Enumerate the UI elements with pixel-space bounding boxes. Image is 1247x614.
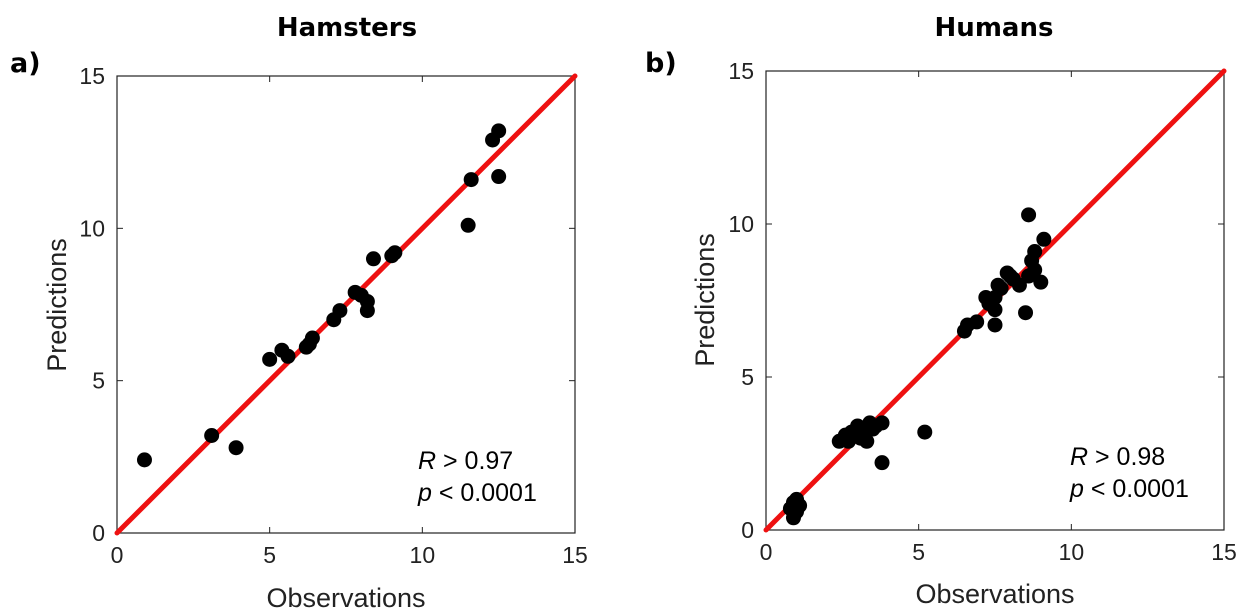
y-axis-label: Predictions bbox=[690, 233, 720, 367]
r-symbol: R bbox=[1070, 443, 1088, 471]
panel-humans: b) Humans 0 5 10 15 0 5 10 15 Observations Pred… bbox=[645, 13, 1237, 609]
x-tick-label: 0 bbox=[111, 542, 124, 568]
data-point bbox=[1033, 274, 1049, 290]
data-point bbox=[1011, 277, 1027, 293]
x-tick-label: 5 bbox=[263, 542, 276, 568]
p-value: < 0.0001 bbox=[1084, 475, 1189, 503]
tick-group: 0 5 10 15 0 5 10 15 bbox=[728, 58, 1236, 565]
p-symbol: p bbox=[417, 479, 432, 507]
data-point bbox=[359, 303, 375, 319]
data-point bbox=[1036, 231, 1052, 247]
x-tick-label: 15 bbox=[562, 542, 588, 568]
x-tick-label: 10 bbox=[410, 542, 436, 568]
panel-hamsters: a) Hamsters 0 5 10 15 0 5 10 15 Observations Pr… bbox=[10, 13, 588, 613]
y-tick-label: 15 bbox=[79, 63, 105, 89]
data-point bbox=[917, 424, 933, 440]
r-symbol: R bbox=[418, 447, 436, 475]
y-axis-label: Predictions bbox=[42, 238, 72, 372]
data-point bbox=[365, 251, 381, 267]
data-point bbox=[969, 314, 985, 330]
x-axis-label: Observations bbox=[266, 583, 425, 613]
p-annotation: p < 0.0001 bbox=[1069, 475, 1189, 503]
tick-group: 0 5 10 15 0 5 10 15 bbox=[79, 63, 587, 568]
data-points bbox=[136, 123, 507, 468]
r-annotation: R > 0.97 bbox=[418, 447, 513, 475]
p-annotation: p < 0.0001 bbox=[417, 479, 537, 507]
data-point bbox=[491, 123, 507, 139]
chart-title: Hamsters bbox=[277, 13, 417, 43]
data-point bbox=[987, 302, 1003, 318]
data-point bbox=[1027, 244, 1043, 260]
chart-title: Humans bbox=[935, 13, 1054, 43]
x-tick-label: 0 bbox=[760, 539, 773, 565]
data-point bbox=[204, 428, 220, 444]
data-point bbox=[136, 452, 152, 468]
data-point bbox=[280, 348, 296, 364]
data-point bbox=[332, 303, 348, 319]
data-point bbox=[304, 330, 320, 346]
data-point bbox=[262, 351, 278, 367]
data-point bbox=[993, 280, 1009, 296]
p-value: < 0.0001 bbox=[432, 479, 537, 507]
data-points bbox=[782, 207, 1052, 526]
y-tick-label: 5 bbox=[741, 364, 754, 390]
data-point bbox=[228, 440, 244, 456]
x-axis-label: Observations bbox=[915, 579, 1074, 609]
x-tick-label: 10 bbox=[1059, 539, 1085, 565]
data-point bbox=[387, 245, 403, 261]
y-tick-label: 10 bbox=[79, 215, 105, 241]
data-point bbox=[460, 217, 476, 233]
y-tick-label: 0 bbox=[92, 520, 105, 546]
x-tick-label: 15 bbox=[1211, 539, 1237, 565]
r-value: > 0.97 bbox=[436, 447, 513, 475]
data-point bbox=[987, 317, 1003, 333]
y-tick-label: 15 bbox=[728, 58, 754, 84]
y-tick-label: 0 bbox=[741, 517, 754, 543]
y-tick-label: 10 bbox=[728, 211, 754, 237]
data-point bbox=[789, 504, 805, 520]
data-point bbox=[874, 415, 890, 431]
panel-label: a) bbox=[10, 48, 41, 79]
identity-line bbox=[114, 73, 578, 536]
data-point bbox=[859, 433, 875, 449]
p-symbol: p bbox=[1069, 475, 1084, 503]
data-point bbox=[491, 169, 507, 185]
data-point bbox=[1021, 207, 1037, 223]
data-point bbox=[874, 455, 890, 471]
panel-label: b) bbox=[645, 48, 677, 79]
data-point bbox=[1018, 305, 1034, 321]
x-tick-label: 5 bbox=[912, 539, 925, 565]
data-point bbox=[1027, 262, 1043, 278]
r-annotation: R > 0.98 bbox=[1070, 443, 1165, 471]
r-value: > 0.98 bbox=[1088, 443, 1165, 471]
y-tick-label: 5 bbox=[92, 368, 105, 394]
data-point bbox=[463, 172, 479, 188]
